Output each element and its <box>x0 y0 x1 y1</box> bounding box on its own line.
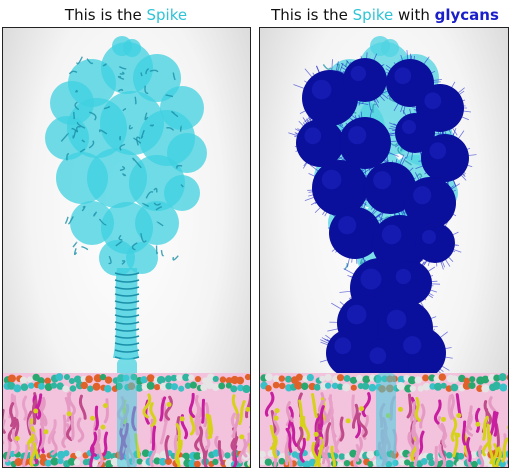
title-left-spike: Spike <box>146 6 188 24</box>
spike-glycans-panel <box>259 27 509 468</box>
glycosylated-spike-render <box>260 36 508 467</box>
glycan-shield <box>288 50 477 393</box>
transmembrane-domain <box>376 373 396 467</box>
title-right-prefix: This is the <box>271 6 353 24</box>
right-panel-title: This is the Spike with glycans <box>260 4 510 26</box>
spike-protein-render <box>3 36 250 467</box>
title-right-middle: with <box>393 6 435 24</box>
title-right-glycans: glycans <box>434 6 499 24</box>
spike-protein <box>45 36 207 463</box>
title-left-prefix: This is the <box>64 6 147 24</box>
left-panel-title: This is the Spike <box>2 4 250 26</box>
spike-panel <box>2 27 251 468</box>
title-right-spike: Spike <box>352 6 394 24</box>
transmembrane-domain <box>117 373 137 467</box>
